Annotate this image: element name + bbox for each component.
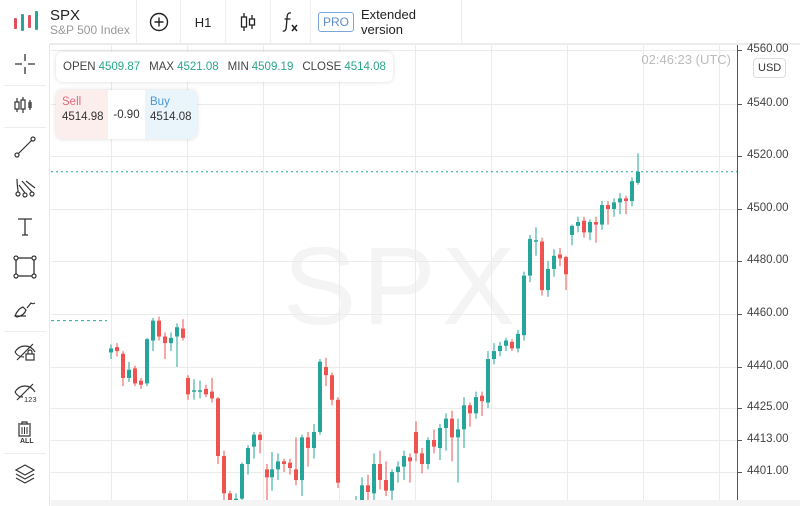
candles-logo-icon	[12, 11, 42, 33]
text-icon	[18, 218, 32, 236]
axis-label: 4460.00	[747, 307, 789, 319]
layers-icon	[14, 464, 36, 484]
divider	[4, 331, 46, 332]
rectangle-icon	[13, 255, 37, 279]
brush-icon	[14, 302, 36, 318]
axis-tick	[737, 472, 742, 473]
drawing-tools-sidebar: 123 ALL	[0, 44, 50, 506]
timeframe-button[interactable]: H1	[180, 0, 225, 44]
axis-label: 4520.00	[747, 149, 789, 161]
symbol-watermark: SPX	[283, 225, 522, 348]
max-label: MAX	[149, 61, 175, 73]
axis-label: 4500.00	[747, 202, 789, 214]
svg-text:123: 123	[24, 395, 37, 404]
fx-icon	[282, 12, 298, 32]
open-label: OPEN	[63, 61, 96, 73]
ohlc-panel: OPEN 4509.87 MAX 4521.08 MIN 4509.19 CLO…	[56, 52, 393, 82]
axis-tick	[737, 209, 742, 210]
min-value: 4509.19	[251, 61, 294, 73]
axis-label: 4560.00	[747, 43, 789, 55]
tool-text[interactable]	[0, 207, 50, 247]
symbol-selector[interactable]: SPX S&P 500 Index	[0, 0, 136, 44]
axis-tick	[737, 156, 742, 157]
divider	[4, 85, 46, 86]
top-toolbar: SPX S&P 500 Index H1 PRO Extended versio…	[0, 0, 800, 44]
eye-123-icon: 123	[14, 383, 37, 404]
axis-tick	[737, 440, 742, 441]
axis-tick	[737, 408, 742, 409]
axis-label: 4480.00	[747, 254, 789, 266]
pro-badge: PRO	[318, 12, 355, 32]
axis-tick	[737, 50, 742, 51]
axis-label: 4440.00	[747, 360, 789, 372]
candles-icon	[14, 97, 32, 113]
sell-label: Sell	[62, 96, 82, 108]
tool-delete-all[interactable]: ALL	[0, 412, 50, 452]
pro-version-button[interactable]: PRO Extended version	[310, 0, 462, 44]
tool-candles-settings[interactable]	[0, 85, 50, 125]
spread-value: -0.90	[108, 90, 145, 139]
symbol-ticker: SPX	[50, 6, 81, 24]
tool-brush[interactable]	[0, 289, 50, 329]
header-divider	[50, 43, 800, 45]
line-icon	[14, 136, 36, 158]
indicators-button[interactable]	[270, 0, 310, 44]
divider	[4, 453, 46, 454]
close-label: CLOSE	[302, 61, 342, 73]
time-axis-strip	[51, 500, 800, 506]
server-time: 02:46:23 (UTC)	[641, 52, 731, 67]
buy-button[interactable]: Buy 4514.08	[145, 90, 197, 139]
axis-label: 4540.00	[747, 97, 789, 109]
price-axis[interactable]: USD 4560.00 4540.00 4520.00 4500.00 4480.00 4…	[737, 43, 800, 500]
axis-label: 4425.00	[747, 401, 789, 413]
tool-pitchfork[interactable]	[0, 167, 50, 207]
crosshair-icon	[15, 54, 35, 74]
chart-type-button[interactable]	[225, 0, 270, 44]
price-chart[interactable]: SPX 02:46:23 (UTC) OPEN 4509.87 MAX 4521…	[51, 45, 737, 500]
axis-label: 4401.00	[747, 465, 789, 477]
symbol-name: S&P 500 Index	[50, 22, 130, 37]
tool-rectangle[interactable]	[0, 247, 50, 287]
tool-layers[interactable]	[0, 454, 50, 494]
pro-label: Extended version	[361, 7, 416, 37]
currency-button[interactable]: USD	[753, 58, 787, 78]
max-value: 4521.08	[177, 61, 219, 73]
axis-tick	[737, 367, 742, 368]
candlestick-icon	[240, 13, 256, 31]
axis-tick	[737, 104, 742, 105]
axis-tick	[737, 261, 742, 262]
eye-lock-icon	[14, 343, 36, 361]
svg-text:ALL: ALL	[20, 438, 34, 445]
add-symbol-button[interactable]	[136, 0, 180, 44]
plus-circle-icon	[149, 12, 168, 32]
tool-trend-line[interactable]	[0, 127, 50, 167]
close-value: 4514.08	[344, 61, 386, 73]
buy-label: Buy	[150, 96, 170, 108]
min-label: MIN	[227, 61, 249, 73]
candlestick-plot[interactable]	[51, 45, 737, 500]
tool-hide-indicators[interactable]: 123	[0, 372, 50, 412]
sell-price: 4514.98	[62, 111, 104, 123]
buy-price: 4514.08	[150, 111, 192, 123]
fork-icon	[15, 178, 36, 198]
sell-button[interactable]: Sell 4514.98	[56, 90, 108, 139]
axis-tick	[737, 314, 742, 315]
tool-hide-drawings[interactable]	[0, 332, 50, 372]
open-value: 4509.87	[98, 61, 141, 73]
axis-label: 4413.00	[747, 433, 789, 445]
trade-panel: Sell 4514.98 -0.90 Buy 4514.08	[56, 90, 197, 139]
tool-crosshair[interactable]	[0, 44, 50, 84]
divider	[4, 127, 46, 128]
trash-all-icon: ALL	[18, 421, 34, 445]
